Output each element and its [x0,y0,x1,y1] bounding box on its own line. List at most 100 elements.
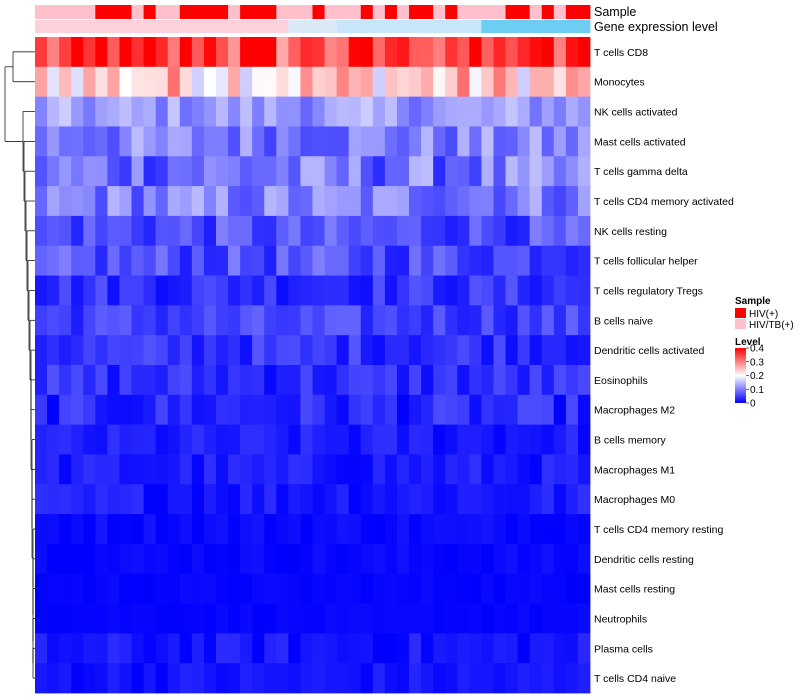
heatmap-cell [384,514,398,545]
expression-track-cell [469,20,482,33]
heatmap-cell [577,96,591,127]
heatmap-cell [348,394,362,426]
expression-track-cell [396,20,410,33]
heatmap-cell [517,96,531,127]
heatmap-cell [288,394,301,426]
heatmap-cell [59,573,72,604]
heatmap-cell [155,514,169,545]
heatmap-cell [324,96,338,127]
heatmap-cell [107,156,120,187]
heatmap-cell [517,573,531,604]
heatmap-cell [541,66,555,98]
heatmap-cell [300,335,313,366]
heatmap-cell [529,484,543,515]
heatmap-cell [179,186,193,217]
expression-track-cell [577,20,591,33]
heatmap-cell [457,245,470,276]
sample-track-cell [167,5,181,19]
sample-track-cell [553,5,567,19]
heatmap-cell [300,454,313,485]
heatmap-cell [143,424,157,455]
heatmap-cell [505,573,519,604]
heatmap-cell [179,394,193,426]
heatmap-cell [336,573,350,604]
heatmap-cell [300,514,313,545]
heatmap-cell [47,603,60,634]
heatmap-cell [493,215,506,247]
heatmap-cell [409,454,422,485]
heatmap-cell [155,365,169,396]
heatmap-cell [191,156,205,187]
heatmap-cell [469,543,482,575]
heatmap-cell [228,424,241,455]
heatmap-cell [83,126,96,157]
heatmap-cell [445,573,458,604]
heatmap-cell [47,305,60,336]
heatmap-cell [577,66,591,98]
heatmap-cell [469,275,482,306]
expression-track-cell [312,20,325,33]
level-legend-tick-label: 0.2 [750,371,764,382]
heatmap-cell [372,37,386,68]
heatmap-cell [167,245,181,276]
heatmap-cell [59,365,72,396]
heatmap-cell [553,126,567,157]
heatmap-cell [396,37,410,68]
heatmap-cell [493,663,506,694]
heatmap-cell [505,424,519,455]
heatmap-cell [59,424,72,455]
heatmap-cell [505,514,519,545]
heatmap-cell [288,365,301,396]
heatmap-cell [228,394,241,426]
heatmap-cell [505,37,519,68]
heatmap-cell [384,573,398,604]
heatmap-cell [264,663,277,694]
sample-track-cell [409,5,422,19]
heatmap-cell [384,126,398,157]
heatmap-cell [228,37,241,68]
heatmap-cell [360,156,374,187]
heatmap-cell [276,96,289,127]
heatmap-cell [179,633,193,664]
heatmap-cell [131,96,144,127]
heatmap-cell [240,543,253,575]
heatmap-cell [457,543,470,575]
heatmap-cell [433,215,446,247]
heatmap-cell [59,215,72,247]
heatmap-cell [457,365,470,396]
heatmap-cell [457,186,470,217]
sample-track-cell [396,5,410,19]
heatmap-cell [143,156,157,187]
heatmap-cell [517,156,531,187]
heatmap-cell [336,603,350,634]
expression-track-cell [505,20,519,33]
heatmap-cell [421,394,434,426]
heatmap-cell [228,305,241,336]
heatmap-cell [119,305,132,336]
heatmap-cell [505,335,519,366]
heatmap-cell [541,514,555,545]
heatmap-cell [95,663,108,694]
heatmap-cell [191,633,205,664]
heatmap-cell [119,663,132,694]
heatmap-cell [264,305,277,336]
heatmap-cell [264,394,277,426]
row-label: Monocytes [594,77,645,89]
heatmap-cell [35,394,48,426]
heatmap-cell [300,275,313,306]
heatmap-cell [95,633,108,664]
heatmap-cell [264,424,277,455]
heatmap-cell [155,186,169,217]
heatmap-cell [360,275,374,306]
heatmap-cell [517,215,531,247]
heatmap-cell [312,573,325,604]
heatmap-cell [59,335,72,366]
heatmap-cell [348,96,362,127]
heatmap-cell [312,215,325,247]
heatmap-cell [396,633,410,664]
heatmap-cell [276,633,289,664]
heatmap-cell [47,96,60,127]
heatmap-cell [469,603,482,634]
heatmap-cell [95,424,108,455]
heatmap-cell [493,365,506,396]
